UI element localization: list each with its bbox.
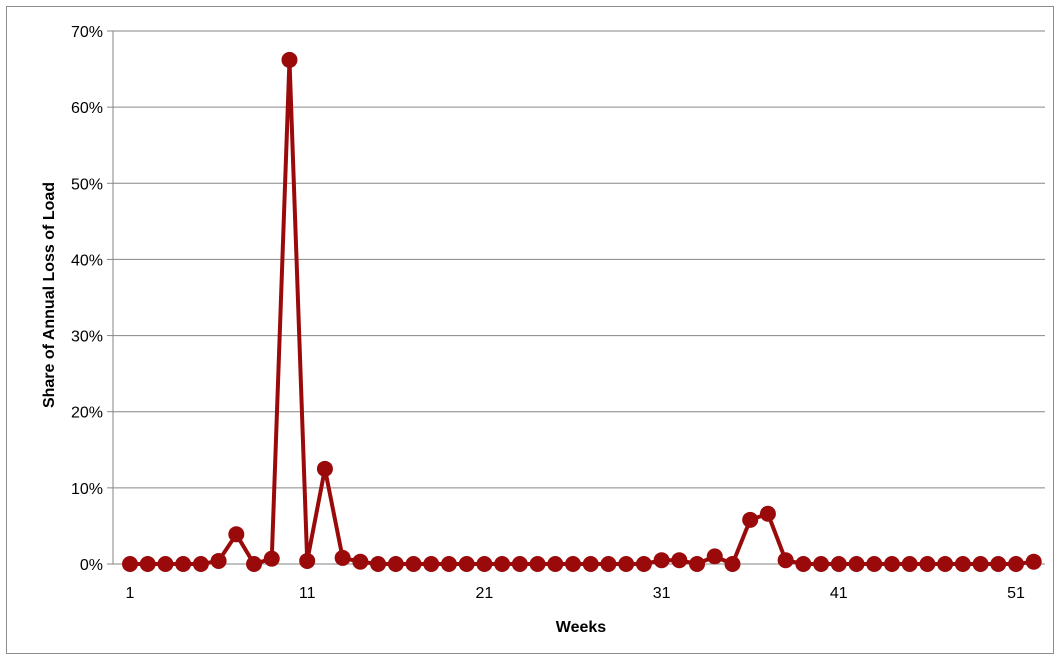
data-point	[635, 556, 652, 572]
y-tick-label: 60%	[71, 100, 103, 117]
y-tick-label: 30%	[71, 329, 103, 346]
y-tick-label: 0%	[80, 557, 103, 574]
data-point	[494, 556, 511, 572]
x-tick-label: 1	[126, 585, 135, 602]
data-point	[937, 556, 954, 572]
data-point	[210, 552, 227, 569]
data-point	[122, 556, 138, 572]
data-point	[653, 552, 670, 569]
data-point	[565, 556, 581, 572]
data-point	[813, 556, 830, 572]
data-point	[972, 556, 989, 572]
data-point	[387, 556, 404, 572]
data-point	[759, 505, 776, 522]
data-point	[954, 556, 971, 572]
data-point	[263, 550, 280, 567]
x-tick-label: 41	[830, 585, 848, 602]
data-point	[440, 556, 457, 572]
data-point	[175, 556, 192, 572]
y-tick-label: 10%	[71, 481, 103, 498]
y-tick-label: 50%	[71, 176, 103, 193]
data-point	[671, 552, 688, 569]
y-axis-title: Share of Annual Loss of Load	[41, 182, 58, 408]
data-point	[316, 460, 333, 477]
data-point	[742, 511, 759, 528]
data-point	[139, 556, 156, 572]
x-axis-title: Weeks	[556, 619, 607, 636]
data-point	[458, 556, 475, 572]
data-point	[246, 556, 263, 572]
axes	[112, 31, 1045, 565]
x-tick-label: 21	[476, 585, 494, 602]
data-point	[476, 556, 493, 572]
data-point	[883, 556, 900, 572]
data-point	[299, 552, 316, 569]
series-line	[130, 57, 1034, 566]
data-point	[228, 526, 245, 543]
data-point	[547, 556, 564, 572]
data-point	[582, 556, 599, 572]
data-point	[192, 556, 209, 572]
x-tick-label: 11	[299, 585, 316, 602]
y-tick-label: 40%	[71, 252, 103, 269]
data-point	[600, 556, 617, 572]
data-point	[281, 51, 298, 68]
data-point	[423, 556, 440, 572]
data-point	[795, 556, 812, 572]
chart-area	[6, 6, 1054, 654]
data-point	[830, 556, 847, 572]
data-point	[529, 556, 546, 572]
y-tick-label: 70%	[71, 24, 103, 41]
data-point	[866, 556, 883, 572]
data-point	[1008, 556, 1024, 572]
series-group	[122, 51, 1042, 572]
data-point	[848, 556, 865, 572]
x-tick-label: 31	[653, 585, 671, 602]
data-point	[370, 556, 387, 572]
data-point	[352, 553, 369, 570]
x-tick-label: 51	[1007, 585, 1025, 602]
data-point	[990, 556, 1007, 572]
data-point	[777, 552, 794, 569]
data-point	[901, 556, 918, 572]
y-tick-label: 20%	[71, 405, 103, 422]
data-point	[724, 556, 741, 572]
gridlines	[107, 30, 1045, 565]
data-point	[334, 549, 351, 566]
data-point	[511, 556, 528, 572]
data-point	[1025, 553, 1042, 570]
data-point	[689, 556, 706, 572]
data-point	[618, 556, 635, 572]
data-point	[706, 548, 723, 565]
data-point	[919, 556, 936, 572]
data-point	[405, 556, 422, 572]
data-point	[157, 556, 174, 572]
x-axis-tick-labels: 1 11 21 31 41 51	[126, 585, 1025, 602]
y-axis-tick-labels: 0% 10% 20% 30% 40% 50% 60% 70%	[71, 24, 103, 574]
